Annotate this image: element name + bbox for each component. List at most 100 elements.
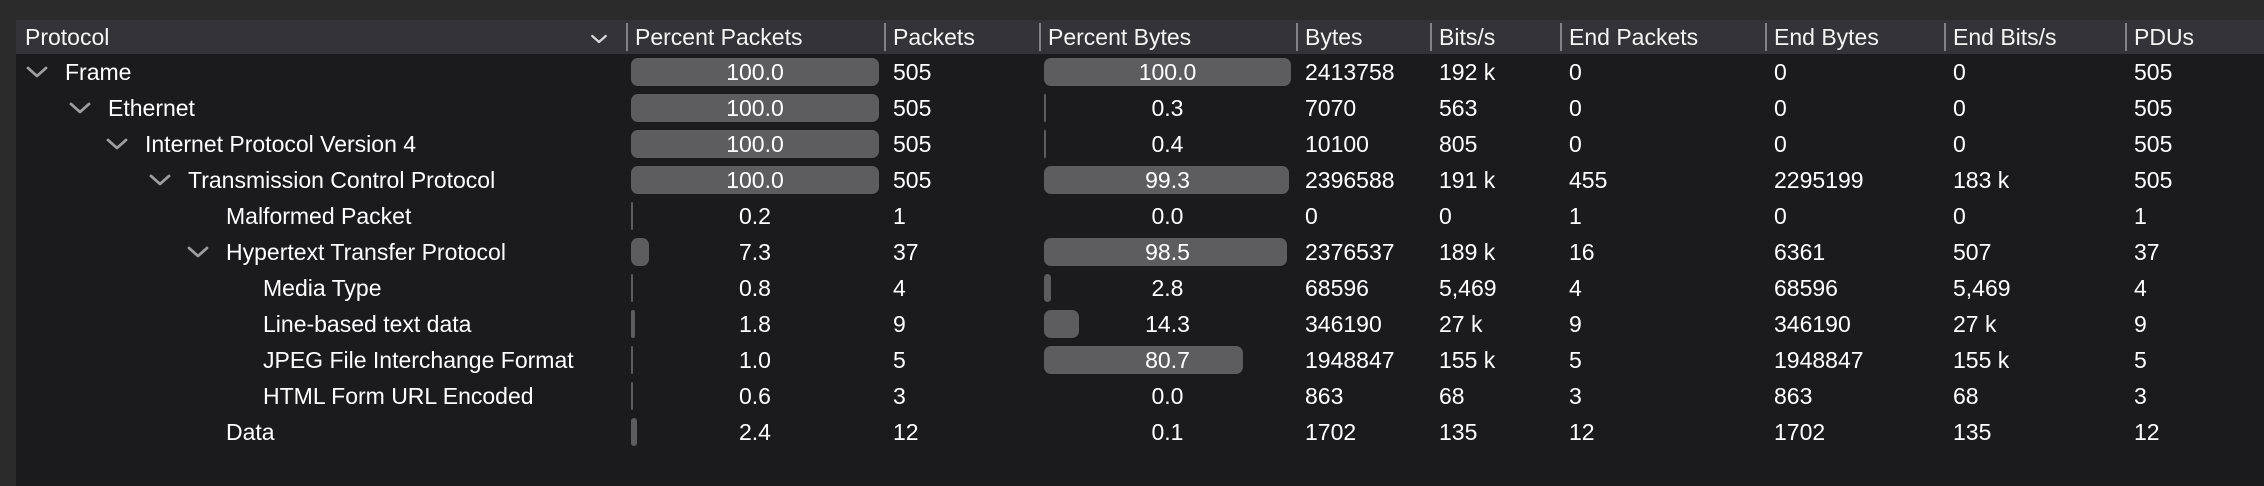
column-header-end_packets[interactable]: End Packets <box>1560 20 1765 54</box>
pct_packets-bar <box>631 58 879 86</box>
column-header-pct_bytes[interactable]: Percent Bytes <box>1039 20 1296 54</box>
end_bits_s-value: 135 <box>1953 418 1992 445</box>
protocol-hierarchy-table: Protocol Percent Packets Packets Percent By… <box>16 20 2264 486</box>
pct_packets-cell: 100.0 <box>626 54 884 90</box>
end_bits_s-value: 0 <box>1953 94 1966 121</box>
end_bytes-cell: 0 <box>1765 90 1944 126</box>
bits_s-cell: 192 k <box>1430 54 1560 90</box>
packets-cell: 505 <box>884 54 1039 90</box>
expand-chevron-icon[interactable] <box>25 65 49 79</box>
bits_s-cell: 68 <box>1430 378 1560 414</box>
row-hypertext-transfer-protocol[interactable]: Hypertext Transfer Protocol 7.3 37 98.5 2376… <box>16 234 2264 270</box>
end_bytes-cell: 1702 <box>1765 414 1944 450</box>
end_bits_s-cell: 0 <box>1944 198 2125 234</box>
end_packets-cell: 12 <box>1560 414 1765 450</box>
end_bytes-value: 346190 <box>1774 310 1851 337</box>
column-header-pct_packets[interactable]: Percent Packets <box>626 20 884 54</box>
column-header-label: Bits/s <box>1439 23 1496 50</box>
bytes-cell: 1702 <box>1296 414 1430 450</box>
row-malformed-packet[interactable]: Malformed Packet 0.2 1 0.0 0 0 1 0 0 1 <box>16 198 2264 234</box>
pdus-cell: 505 <box>2125 126 2264 162</box>
row-ethernet[interactable]: Ethernet 100.0 505 0.3 7070 563 0 0 0 505 <box>16 90 2264 126</box>
pct_packets-cell: 1.0 <box>626 342 884 378</box>
bytes-cell: 2376537 <box>1296 234 1430 270</box>
bytes-cell: 346190 <box>1296 306 1430 342</box>
bits_s-value: 192 k <box>1439 58 1496 85</box>
protocol-label: HTML Form URL Encoded <box>263 382 534 409</box>
column-header-protocol[interactable]: Protocol <box>16 20 626 54</box>
packets-cell: 505 <box>884 126 1039 162</box>
bytes-cell: 2413758 <box>1296 54 1430 90</box>
column-header-bytes[interactable]: Bytes <box>1296 20 1430 54</box>
row-jpeg-file-interchange-format[interactable]: JPEG File Interchange Format 1.0 5 80.7 1948… <box>16 342 2264 378</box>
expand-chevron-icon[interactable] <box>68 101 92 115</box>
pct_packets-cell: 100.0 <box>626 162 884 198</box>
row-frame[interactable]: Frame 100.0 505 100.0 2413758 192 k 0 0 0 505 <box>16 54 2264 90</box>
protocol-cell: Hypertext Transfer Protocol <box>16 234 626 270</box>
row-transmission-control-protocol[interactable]: Transmission Control Protocol 100.0 505 99.… <box>16 162 2264 198</box>
end_bits_s-cell: 183 k <box>1944 162 2125 198</box>
pct_packets-value: 0.6 <box>739 382 771 409</box>
end_packets-cell: 4 <box>1560 270 1765 306</box>
pct_bytes-bar <box>1044 130 1046 158</box>
pct_packets-value: 1.8 <box>739 310 771 337</box>
row-line-based-text-data[interactable]: Line-based text data 1.8 9 14.3 346190 27 k 9 3… <box>16 306 2264 342</box>
pct_packets-value: 7.3 <box>739 238 771 265</box>
protocol-cell: Media Type <box>16 270 626 306</box>
bytes-cell: 0 <box>1296 198 1430 234</box>
column-header-end_bytes[interactable]: End Bytes <box>1765 20 1944 54</box>
row-media-type[interactable]: Media Type 0.8 4 2.8 68596 5,469 4 68596 5,469 4 <box>16 270 2264 306</box>
pct_packets-bar <box>631 346 634 374</box>
end_packets-cell: 455 <box>1560 162 1765 198</box>
pct_packets-cell: 0.6 <box>626 378 884 414</box>
end_bits_s-value: 0 <box>1953 202 1966 229</box>
pdus-cell: 5 <box>2125 342 2264 378</box>
pdus-cell: 1 <box>2125 198 2264 234</box>
expand-chevron-icon[interactable] <box>186 245 210 259</box>
pdus-value: 4 <box>2134 274 2147 301</box>
protocol-label: JPEG File Interchange Format <box>263 346 574 373</box>
end_bytes-value: 68596 <box>1774 274 1838 301</box>
end_bytes-value: 0 <box>1774 94 1787 121</box>
end_bytes-cell: 6361 <box>1765 234 1944 270</box>
table-header-row: Protocol Percent Packets Packets Percent By… <box>16 20 2264 54</box>
end_bytes-value: 0 <box>1774 58 1787 85</box>
end_packets-cell: 16 <box>1560 234 1765 270</box>
end_bits_s-value: 0 <box>1953 58 1966 85</box>
end_bytes-value: 0 <box>1774 202 1787 229</box>
bytes-value: 68596 <box>1305 274 1369 301</box>
pct_bytes-cell: 14.3 <box>1039 306 1296 342</box>
column-header-label: PDUs <box>2134 23 2195 50</box>
end_bits_s-cell: 0 <box>1944 90 2125 126</box>
bytes-value: 1702 <box>1305 418 1357 445</box>
bytes-cell: 1948847 <box>1296 342 1430 378</box>
row-internet-protocol-version-4[interactable]: Internet Protocol Version 4 100.0 505 0.4 10… <box>16 126 2264 162</box>
column-header-bits_s[interactable]: Bits/s <box>1430 20 1560 54</box>
pct_packets-bar <box>631 238 650 266</box>
pct_bytes-cell: 2.8 <box>1039 270 1296 306</box>
bits_s-value: 0 <box>1439 202 1452 229</box>
row-html-form-url-encoded[interactable]: HTML Form URL Encoded 0.6 3 0.0 863 68 3 863 68 3 <box>16 378 2264 414</box>
row-data[interactable]: Data 2.4 12 0.1 1702 135 12 1702 135 12 <box>16 414 2264 450</box>
column-header-packets[interactable]: Packets <box>884 20 1039 54</box>
bits_s-value: 805 <box>1439 130 1478 157</box>
pct_packets-value: 100.0 <box>726 166 784 193</box>
pct_bytes-value: 14.3 <box>1145 310 1190 337</box>
expand-chevron-icon[interactable] <box>105 137 129 151</box>
pct_bytes-cell: 0.0 <box>1039 198 1296 234</box>
protocol-label: Ethernet <box>108 94 195 121</box>
packets-value: 505 <box>893 58 932 85</box>
packets-value: 5 <box>893 346 906 373</box>
end_bits_s-value: 27 k <box>1953 310 1997 337</box>
end_bits_s-value: 5,469 <box>1953 274 2011 301</box>
column-header-end_bits_s[interactable]: End Bits/s <box>1944 20 2125 54</box>
expand-chevron-icon[interactable] <box>148 173 172 187</box>
bits_s-cell: 191 k <box>1430 162 1560 198</box>
protocol-cell: Transmission Control Protocol <box>16 162 626 198</box>
end_bits_s-cell: 155 k <box>1944 342 2125 378</box>
column-header-label: End Packets <box>1569 23 1699 50</box>
column-header-pdus[interactable]: PDUs <box>2125 20 2264 54</box>
packets-value: 4 <box>893 274 906 301</box>
pct_packets-value: 100.0 <box>726 94 784 121</box>
bytes-cell: 10100 <box>1296 126 1430 162</box>
